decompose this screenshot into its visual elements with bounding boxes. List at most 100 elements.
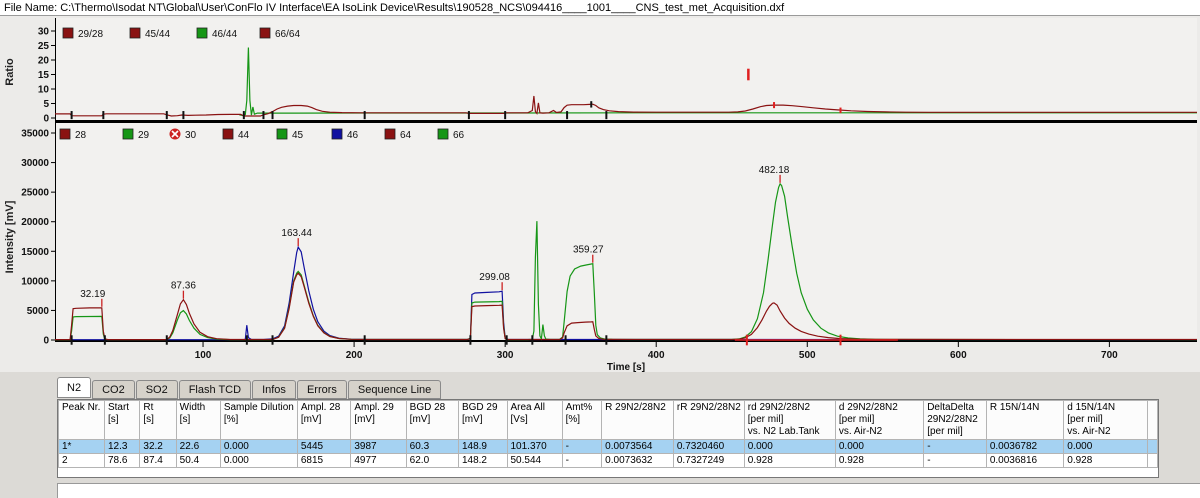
table-cell: 1*	[58, 439, 105, 454]
peak-label: 32.19	[80, 289, 105, 300]
peak-label: 299.08	[479, 272, 510, 283]
table-cell: 0.0036816	[985, 453, 1065, 468]
table-cell: 60.3	[405, 439, 459, 454]
table-cell: 101.370	[506, 439, 563, 454]
column-header-2: Rt [s]	[139, 400, 177, 440]
table-cell: 0.000	[219, 439, 298, 454]
legend-label: 45/44	[145, 29, 170, 40]
x-axis-label: Time [s]	[607, 362, 645, 372]
table-cell: 0.000	[743, 439, 836, 454]
x-tick-label: 700	[1101, 350, 1118, 361]
table-cell: 22.6	[175, 439, 221, 454]
column-header-18	[1147, 400, 1158, 440]
trace-color-swatch	[129, 27, 141, 39]
column-header-6: Ampl. 29 [mV]	[350, 400, 407, 440]
legend-item-46/44[interactable]: 46/44	[196, 27, 237, 40]
column-header-14: d 29N2/28N2 [per mil] vs. Air-N2	[834, 400, 925, 440]
legend-item-66[interactable]: 66	[437, 128, 465, 141]
tab-co2[interactable]: CO2	[92, 380, 135, 399]
table-cell: 0.000	[1063, 439, 1149, 454]
tab-infos[interactable]: Infos	[252, 380, 296, 399]
series-trace-29-45-66	[55, 182, 1198, 341]
trace-color-swatch	[259, 27, 271, 39]
header-row: Peak Nr. Start [s] Rt [s] Width [s] Sample Dilu…	[58, 400, 1158, 440]
legend-item-29/28[interactable]: 29/28	[62, 27, 103, 40]
legend-item-46[interactable]: 46	[331, 128, 359, 141]
table-cell: 0.7320460	[672, 439, 745, 454]
results-panel: N2 CO2 SO2 Flash TCD Infos Errors Sequence Lin…	[0, 372, 1200, 498]
y-tick-label: 30000	[21, 158, 49, 169]
file-name-bar: File Name: C:\Thermo\Isodat NT\Global\Us…	[0, 0, 1200, 16]
table-cell: -	[923, 453, 987, 468]
column-header-5: Ampl. 28 [mV]	[296, 400, 352, 440]
legend-label: 46	[347, 130, 359, 141]
y-tick-label: 0	[43, 114, 49, 124]
table-cell: -	[561, 439, 603, 454]
results-tab-bar: N2 CO2 SO2 Flash TCD Infos Errors Sequence Lin…	[57, 377, 442, 399]
y-tick-label: 30	[38, 27, 50, 38]
trace-color-swatch	[122, 128, 134, 140]
plot-area[interactable]	[55, 123, 1197, 340]
x-axis-line	[55, 340, 1197, 342]
legend-item-30[interactable]: 30	[169, 128, 197, 142]
table-cell: 0.0073632	[601, 453, 674, 468]
legend-label: 66	[453, 130, 465, 141]
peak-label: 163.44	[281, 228, 312, 239]
table-cell: 50.544	[506, 453, 563, 468]
trace-disabled-cross	[171, 130, 179, 138]
legend-label: 44	[238, 130, 250, 141]
tab-errors[interactable]: Errors	[296, 380, 347, 399]
legend-item-66/64[interactable]: 66/64	[259, 27, 300, 40]
legend-label: 29/28	[78, 29, 103, 40]
table-cell: 62.0	[405, 453, 459, 468]
column-header-1: Start [s]	[103, 400, 141, 440]
legend-label: 30	[185, 130, 197, 141]
peak-label: 482.18	[759, 165, 790, 176]
y-tick-label: 10000	[21, 276, 49, 287]
legend-item-64[interactable]: 64	[384, 128, 412, 141]
tab-n2[interactable]: N2	[57, 377, 92, 398]
tab-so2[interactable]: SO2	[135, 380, 178, 399]
table-row-1[interactable]: 1* 12.3 32.2 22.6 0.000 5445 3987 60.3 148.9 101.…	[58, 439, 1158, 454]
column-header-9: Area All [Vs]	[506, 400, 563, 440]
intensity-chart[interactable]: 0 5000 10000 15000 20000 25000 30000 35000 100 20…	[0, 123, 1200, 372]
table-cell: 32.2	[139, 439, 177, 454]
plot-area[interactable]	[55, 18, 1197, 120]
trace-color-swatch	[384, 128, 396, 140]
ratio-chart[interactable]: 0 5 10 15 20 25 30 29/28 45/44 46/44 66/64	[0, 17, 1200, 123]
column-header-15: DeltaDelta 29N2/28N2 [per mil]	[923, 400, 987, 440]
legend-item-28[interactable]: 28	[59, 128, 87, 141]
legend-item-45/44[interactable]: 45/44	[129, 27, 170, 40]
legend-item-45[interactable]: 45	[276, 128, 304, 141]
table-cell: 0.0036782	[985, 439, 1065, 454]
legend-label: 29	[138, 130, 150, 141]
table-row-2[interactable]: 2 78.6 87.4 50.4 0.000 6815 4977 62.0 148.2 50.54…	[58, 453, 1158, 468]
table-cell	[1147, 439, 1158, 454]
table-cell: 148.9	[457, 439, 508, 454]
table-cell: 87.4	[139, 453, 177, 468]
y-tick-label: 25000	[21, 188, 49, 199]
column-header-13: rd 29N2/28N2 [per mil] vs. N2 Lab.Tank	[743, 400, 836, 440]
empty-row-area	[57, 483, 1200, 498]
tab-sequence-line[interactable]: Sequence Line	[347, 380, 442, 399]
table-cell: 0.0073564	[601, 439, 674, 454]
legend-item-44[interactable]: 44	[222, 128, 250, 141]
legend-label: 66/64	[275, 29, 300, 40]
y-tick-label: 5000	[27, 306, 50, 317]
table-cell: 0.928	[743, 453, 836, 468]
trace-color-swatch	[222, 128, 234, 140]
column-header-8: BGD 29 [mV]	[457, 400, 508, 440]
trace-color-swatch	[276, 128, 288, 140]
table-cell: 5445	[296, 439, 352, 454]
trace-color-swatch	[62, 27, 74, 39]
y-tick-label: 15	[38, 70, 50, 81]
trace-color-swatch	[196, 27, 208, 39]
x-tick-label: 100	[195, 350, 212, 361]
y-tick-label: 20	[38, 56, 50, 67]
y-tick-label: 5	[43, 99, 49, 110]
table-cell: 3987	[350, 439, 407, 454]
legend-item-29[interactable]: 29	[122, 128, 150, 141]
table-cell: 2	[58, 453, 105, 468]
legend-label: 28	[75, 130, 87, 141]
tab-flash-tcd[interactable]: Flash TCD	[178, 380, 252, 399]
